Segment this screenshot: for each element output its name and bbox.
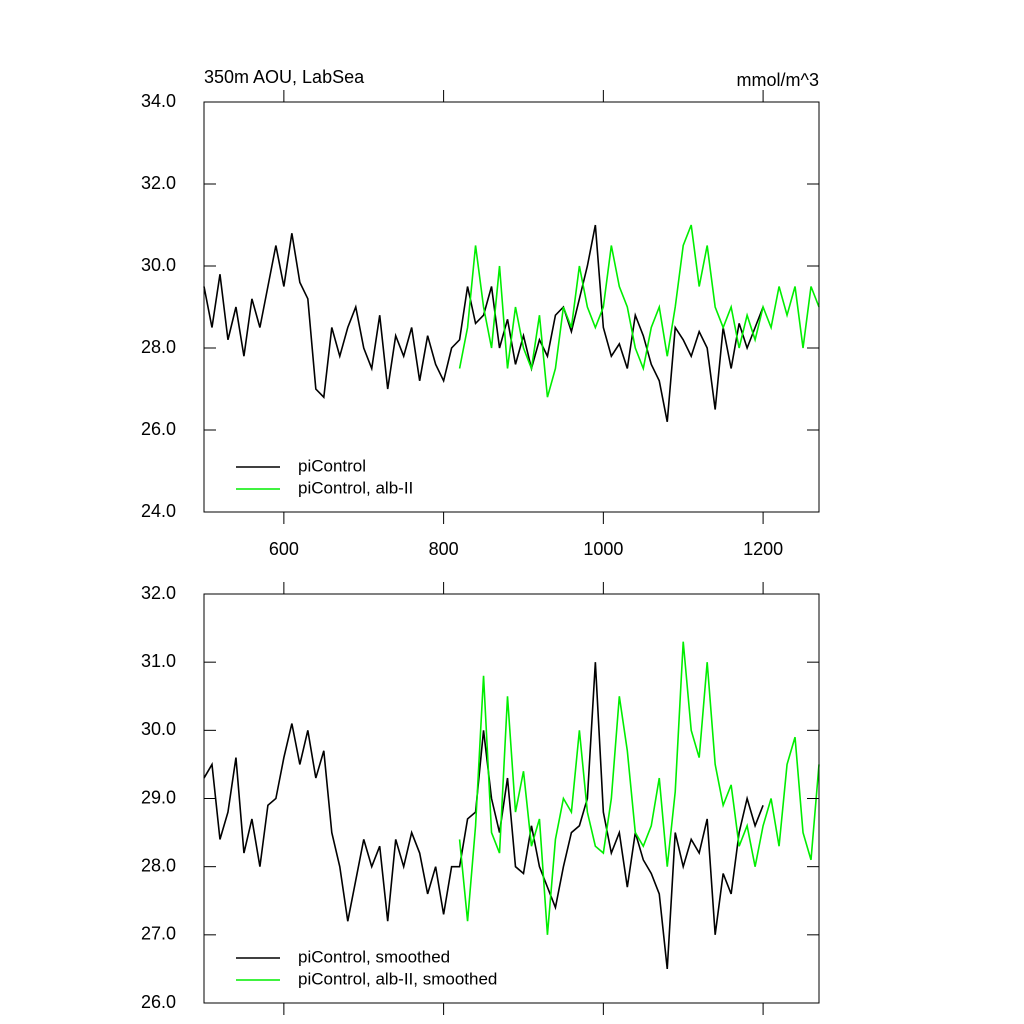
units-label: mmol/m^3 bbox=[737, 70, 819, 90]
panel-title: 350m AOU, LabSea bbox=[204, 67, 365, 87]
y-tick-label: 24.0 bbox=[141, 501, 176, 521]
y-tick-label: 28.0 bbox=[141, 337, 176, 357]
y-tick-label: 32.0 bbox=[141, 583, 176, 603]
y-tick-label: 27.0 bbox=[141, 924, 176, 944]
y-tick-label: 34.0 bbox=[141, 91, 176, 111]
data-line bbox=[458, 641, 820, 935]
legend-label: piControl bbox=[298, 456, 366, 475]
plot-frame bbox=[203, 593, 820, 1004]
legend-label: piControl, smoothed bbox=[298, 947, 450, 966]
x-tick-label: 1200 bbox=[743, 539, 783, 559]
data-line bbox=[458, 224, 820, 398]
plot-frame bbox=[203, 101, 820, 513]
x-tick-label: 1000 bbox=[583, 539, 623, 559]
y-tick-label: 31.0 bbox=[141, 651, 176, 671]
y-tick-label: 30.0 bbox=[141, 255, 176, 275]
x-tick-label: 800 bbox=[429, 539, 459, 559]
y-tick-label: 28.0 bbox=[141, 855, 176, 875]
y-tick-label: 26.0 bbox=[141, 992, 176, 1012]
y-tick-label: 32.0 bbox=[141, 173, 176, 193]
data-line bbox=[203, 662, 764, 970]
y-tick-label: 29.0 bbox=[141, 787, 176, 807]
legend-label: piControl, alb-II bbox=[298, 478, 413, 497]
data-line bbox=[203, 224, 764, 422]
y-tick-label: 30.0 bbox=[141, 719, 176, 739]
x-tick-label: 600 bbox=[269, 539, 299, 559]
y-tick-label: 26.0 bbox=[141, 419, 176, 439]
legend-label: piControl, alb-II, smoothed bbox=[298, 969, 497, 988]
